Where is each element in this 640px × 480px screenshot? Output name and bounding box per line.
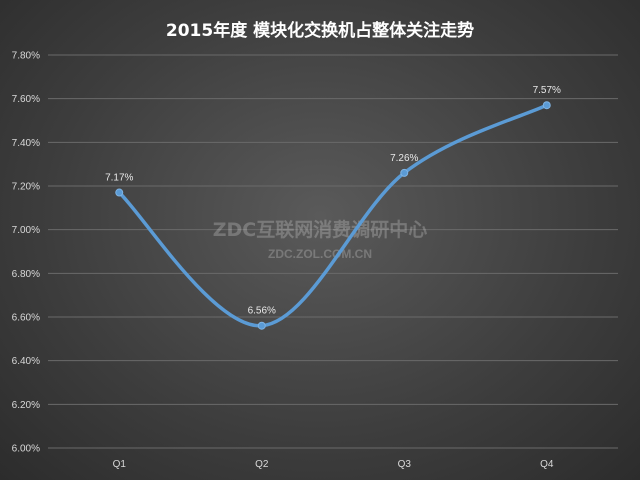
- y-tick-label: 6.60%: [12, 313, 40, 324]
- y-tick-label: 6.80%: [12, 269, 40, 280]
- data-labels: 7.17% 6.56% 7.26% 7.57%: [105, 85, 561, 317]
- data-label: 6.56%: [248, 306, 276, 317]
- data-label: 7.26%: [390, 153, 418, 164]
- chart-title: 2015年度 模块化交换机占整体关注走势: [166, 20, 474, 41]
- watermark-title: ZDC互联网消费调研中心: [213, 218, 428, 241]
- watermark-url: ZDC.ZOL.COM.CN: [268, 247, 372, 261]
- y-tick-label: 7.40%: [12, 138, 40, 149]
- data-point: [400, 168, 409, 177]
- y-tick-label: 7.00%: [12, 225, 40, 236]
- x-tick-label: Q2: [255, 459, 269, 470]
- y-tick-label: 7.60%: [12, 94, 40, 105]
- data-point: [542, 101, 551, 110]
- y-tick-label: 6.20%: [12, 400, 40, 411]
- x-tick-label: Q1: [113, 459, 127, 470]
- y-axis-ticks: 6.00% 6.20% 6.40% 6.60% 6.80% 7.00% 7.20% 7.40%…: [12, 51, 40, 455]
- y-tick-label: 7.20%: [12, 182, 40, 193]
- data-label: 7.57%: [533, 85, 561, 96]
- x-tick-label: Q3: [398, 459, 412, 470]
- x-tick-label: Q4: [540, 459, 554, 470]
- gridlines: [48, 54, 618, 449]
- series-line: [117, 103, 549, 328]
- data-point: [115, 188, 124, 197]
- watermark: ZDC互联网消费调研中心 ZDC.ZOL.COM.CN: [213, 218, 428, 261]
- data-label: 7.17%: [105, 173, 133, 184]
- x-axis-ticks: Q1 Q2 Q3 Q4: [113, 459, 554, 470]
- data-point: [257, 321, 266, 330]
- series-layer: [115, 101, 551, 330]
- y-tick-label: 7.80%: [12, 51, 40, 62]
- y-tick-label: 6.00%: [12, 444, 40, 455]
- y-tick-label: 6.40%: [12, 356, 40, 367]
